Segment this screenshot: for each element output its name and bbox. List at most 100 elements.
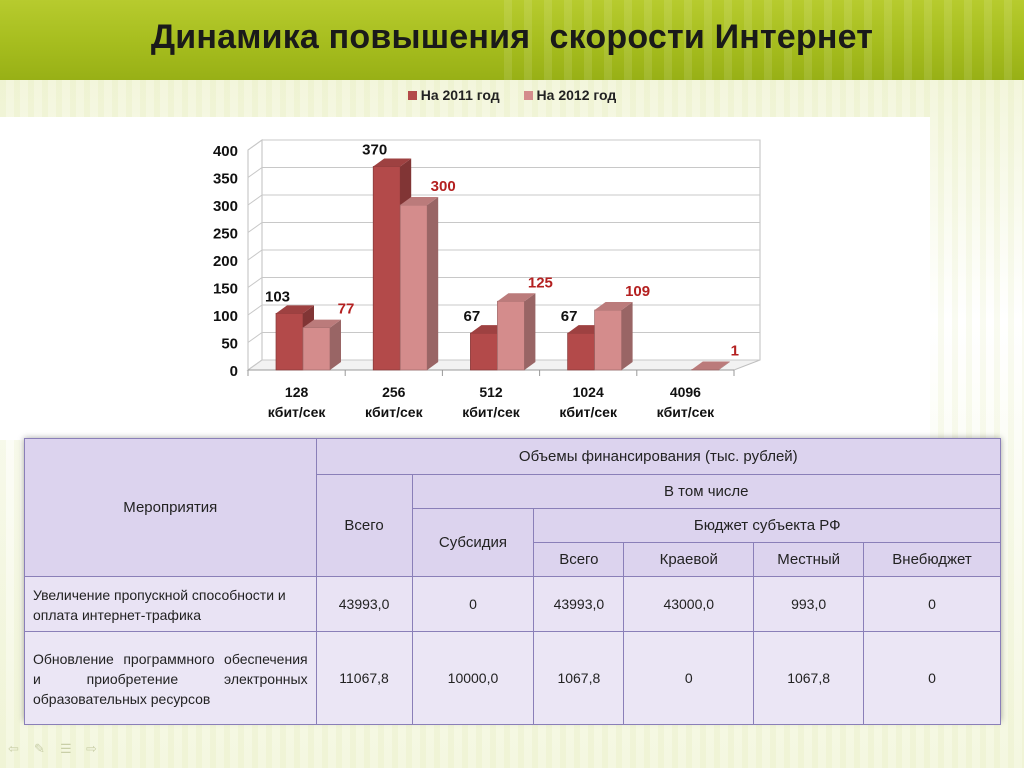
bar-top <box>373 158 412 167</box>
pen-icon[interactable]: ✎ <box>34 741 45 756</box>
legend-swatch-2012 <box>523 91 533 100</box>
slide-nav: ⇦ ✎ ☰ ⇨ <box>8 742 104 756</box>
bar-front <box>470 332 498 371</box>
y-tick-label: 250 <box>213 226 238 243</box>
data-label: 370 <box>362 142 387 159</box>
x-tick-label: кбит/сек <box>657 404 716 420</box>
data-label: 67 <box>464 308 481 325</box>
bar-side <box>621 302 633 370</box>
header-funding: Объемы финансирования (тыс. рублей) <box>315 438 1002 475</box>
cell-subsidy: 0 <box>411 576 535 632</box>
x-tick-label: кбит/сек <box>365 404 424 420</box>
cell-budget-total: 1067,8 <box>533 631 625 725</box>
data-label: 1 <box>731 342 739 359</box>
cell-budget-total: 43993,0 <box>533 576 625 632</box>
x-tick-label: 512 <box>479 384 503 400</box>
bar-side <box>427 197 439 370</box>
title-bar-pattern <box>504 0 1024 80</box>
bar-front <box>567 332 595 371</box>
table-row: Обновление программного обеспечения и пр… <box>24 631 1001 725</box>
funding-table-wrap: Мероприятия Объемы финансирования (тыс. … <box>24 438 1002 725</box>
bar-top <box>497 293 536 302</box>
legend-swatch-2011 <box>407 91 417 100</box>
header-offbudget: Внебюджет <box>863 542 1001 577</box>
table-row: Увеличение пропускной способности и опла… <box>24 576 1001 632</box>
x-tick-label: кбит/сек <box>559 404 618 420</box>
bar-top <box>594 302 633 311</box>
bar-side <box>330 319 341 370</box>
bar-front <box>275 313 304 371</box>
bar-top <box>276 305 314 314</box>
header-budget-total: Всего <box>533 542 625 577</box>
gridline <box>247 249 760 261</box>
bar-front <box>372 166 401 371</box>
gridline <box>247 222 760 233</box>
gridline <box>247 139 760 151</box>
row-name: Обновление программного обеспечения и пр… <box>24 631 317 725</box>
data-label: 67 <box>561 308 578 325</box>
bar-front <box>302 327 331 371</box>
header-regional: Краевой <box>623 542 755 577</box>
x-tick-label: 128 <box>285 384 309 400</box>
cell-offbudget: 0 <box>863 576 1001 632</box>
cell-local: 1067,8 <box>753 631 865 725</box>
gridline <box>247 167 760 178</box>
y-tick-label: 50 <box>221 336 238 353</box>
data-label: 77 <box>338 301 355 318</box>
cell-regional: 0 <box>623 631 755 725</box>
x-tick-label: кбит/сек <box>268 404 327 420</box>
y-tick-label: 100 <box>213 308 238 325</box>
bar-front <box>399 204 428 371</box>
y-tick-label: 350 <box>213 171 238 188</box>
header-local: Местный <box>753 542 865 577</box>
legend-label-2011: На 2011 год <box>420 87 500 103</box>
bar-front <box>594 309 622 371</box>
bar-top <box>691 361 730 370</box>
bar-side <box>524 293 536 370</box>
x-tick-label: кбит/сек <box>462 404 521 420</box>
back-arrow-icon[interactable]: ⇦ <box>8 741 19 756</box>
header-subsidy: Субсидия <box>411 508 535 577</box>
funding-table: Мероприятия Объемы финансирования (тыс. … <box>24 438 1002 725</box>
cell-total: 43993,0 <box>315 576 413 632</box>
bar-top <box>303 319 341 328</box>
legend-label-2012: На 2012 год <box>536 87 617 103</box>
cell-regional: 43000,0 <box>623 576 755 632</box>
cell-offbudget: 0 <box>863 631 1001 725</box>
bar-chart: 0 50 100 150 200 250 300 350 400 103 77 128 кбит/сек… <box>213 139 761 420</box>
header-budget: Бюджет субъекта РФ <box>533 508 1001 543</box>
x-tick-label: 1024 <box>573 384 604 400</box>
y-tick-label: 400 <box>213 143 238 160</box>
gridline <box>247 304 760 316</box>
bar-side <box>718 361 730 370</box>
legend-item-2011: На 2011 год <box>407 87 500 103</box>
bar-front <box>497 300 525 371</box>
data-label: 109 <box>625 283 650 300</box>
bar-top <box>400 197 439 205</box>
y-tick-label: 200 <box>213 253 238 270</box>
y-tick-label: 0 <box>230 363 238 380</box>
bar-front <box>691 369 720 371</box>
forward-arrow-icon[interactable]: ⇨ <box>86 741 97 756</box>
data-label: 125 <box>528 274 553 291</box>
header-events: Мероприятия <box>24 438 317 577</box>
menu-icon[interactable]: ☰ <box>60 741 72 756</box>
row-name: Увеличение пропускной способности и опла… <box>24 576 317 632</box>
y-tick-label: 150 <box>213 281 238 298</box>
header-including: В том числе <box>411 474 1002 509</box>
page-title: Динамика повышения скорости Интернет <box>150 18 874 56</box>
cell-subsidy: 10000,0 <box>411 631 535 725</box>
header-total: Всего <box>315 474 413 577</box>
data-label: 103 <box>265 288 290 305</box>
title-bar <box>0 0 1024 80</box>
gridline <box>247 194 760 206</box>
legend-item-2012: На 2012 год <box>523 87 617 103</box>
cell-total: 11067,8 <box>315 631 413 725</box>
data-label: 300 <box>431 178 456 195</box>
x-tick-label: 4096 <box>670 384 701 400</box>
cell-local: 993,0 <box>753 576 865 632</box>
gridline <box>247 277 760 288</box>
x-tick-label: 256 <box>382 384 406 400</box>
chart-legend: На 2011 год На 2012 год <box>0 87 1024 103</box>
y-tick-label: 300 <box>213 198 238 215</box>
